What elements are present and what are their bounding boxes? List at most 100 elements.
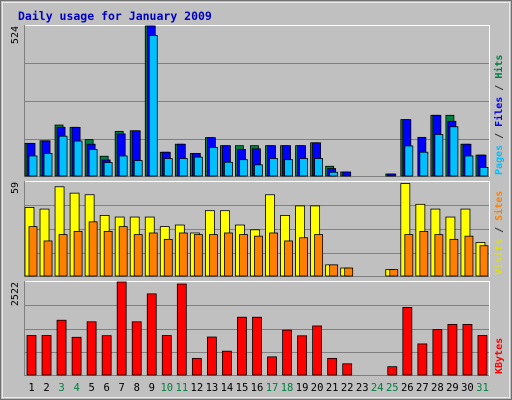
bar-pages-19 [299,158,308,177]
legend-part: Hits [493,55,505,79]
x-tick-label: 25 [386,382,399,394]
bar-kbytes-16 [252,316,262,376]
bar-kbytes-27 [417,343,428,376]
bar-sites-18 [284,240,293,277]
bar-kbytes-29 [447,324,458,376]
bar-pages-9 [148,35,158,177]
x-tick-label: 2 [43,382,49,394]
x-tick-label: 14 [221,382,234,394]
bar-sites-7 [118,226,128,277]
x-tick-label: 29 [446,382,459,394]
x-tick-label: 1 [28,382,34,394]
bar-pages-13 [208,146,218,177]
bar-kbytes-5 [86,321,97,376]
x-tick-label: 6 [104,382,110,394]
bar-kbytes-1 [26,335,37,376]
bar-pages-29 [449,126,459,177]
panel-kbytes-max-label: 2522 [10,282,21,306]
x-tick-label: 17 [266,382,279,394]
bar-kbytes-13 [206,336,217,376]
bar-sites-29 [449,238,459,277]
x-tick-label: 3 [58,382,64,394]
panel-hits-files-pages-legend: Pages / Files / Hits [493,55,505,175]
bar-pages-30 [464,155,474,177]
bar-pages-31 [479,167,489,177]
bar-sites-21 [329,264,339,277]
bar-pages-5 [88,148,98,177]
bar-kbytes-11 [176,283,187,376]
chart-title: Daily usage for January 2009 [18,9,212,23]
bar-sites-15 [239,234,248,277]
x-tick-label: 24 [371,382,384,394]
bar-sites-14 [224,232,233,277]
bar-pages-28 [434,134,444,177]
panel-hits-files-pages-max-label: 524 [10,26,21,44]
x-tick-label: 26 [401,382,414,394]
x-tick-label: 15 [236,382,249,394]
x-tick-label: 10 [160,382,173,394]
bar-pages-27 [419,151,429,177]
bar-pages-4 [73,140,83,177]
bar-kbytes-22 [342,363,353,376]
bar-sites-13 [208,234,218,277]
bar-sites-8 [133,234,143,277]
legend-part: Sites [493,191,505,221]
bar-kbytes-18 [282,329,292,376]
legend-part: / [494,127,505,145]
legend-part: / [494,221,505,239]
bar-sites-25 [389,269,399,277]
bar-files-22 [342,171,352,177]
bar-sites-20 [314,234,324,277]
bar-sites-1 [28,226,38,277]
bar-kbytes-12 [191,357,202,376]
bar-kbytes-4 [71,336,82,376]
bar-sites-22 [344,267,354,277]
bar-sites-10 [163,238,173,277]
bar-sites-2 [43,240,53,277]
bar-sites-30 [464,235,474,277]
bar-kbytes-15 [237,316,247,376]
x-tick-label: 22 [341,382,354,394]
bar-pages-3 [58,135,68,177]
bar-sites-11 [178,232,188,277]
bar-pages-10 [163,158,173,177]
bar-pages-21 [329,171,339,177]
bar-pages-26 [404,145,414,177]
x-tick-label: 7 [119,382,125,394]
x-tick-label: 30 [461,382,474,394]
bar-kbytes-30 [462,324,473,376]
bar-sites-27 [419,230,429,277]
bar-kbytes-10 [161,335,172,376]
x-tick-label: 20 [311,382,324,394]
bar-kbytes-20 [312,325,323,376]
bar-sites-3 [58,234,68,277]
bar-kbytes-7 [116,281,127,376]
bar-sites-17 [269,232,278,277]
panel-visits-sites-legend: Visits / Sites [493,191,505,275]
x-tick-label: 8 [134,382,140,394]
bar-kbytes-17 [267,356,277,376]
x-tick-label: 12 [191,382,204,394]
bar-sites-9 [148,232,158,277]
x-tick-label: 28 [431,382,444,394]
x-tick-label: 19 [296,382,309,394]
bar-pages-16 [254,164,263,177]
x-tick-label: 4 [73,382,79,394]
bar-kbytes-25 [387,366,398,376]
x-tick-label: 11 [176,382,189,394]
bar-sites-19 [299,237,308,277]
legend-part: / [494,79,505,97]
bar-pages-1 [28,155,38,177]
bar-pages-6 [103,162,113,177]
legend-part: Files [493,97,505,127]
bar-pages-11 [178,158,188,177]
x-tick-label: 21 [326,382,339,394]
bar-sites-6 [103,230,113,277]
bar-pages-14 [224,161,233,177]
x-tick-label: 31 [476,382,489,394]
bar-kbytes-2 [41,335,52,376]
bar-pages-8 [133,160,143,177]
